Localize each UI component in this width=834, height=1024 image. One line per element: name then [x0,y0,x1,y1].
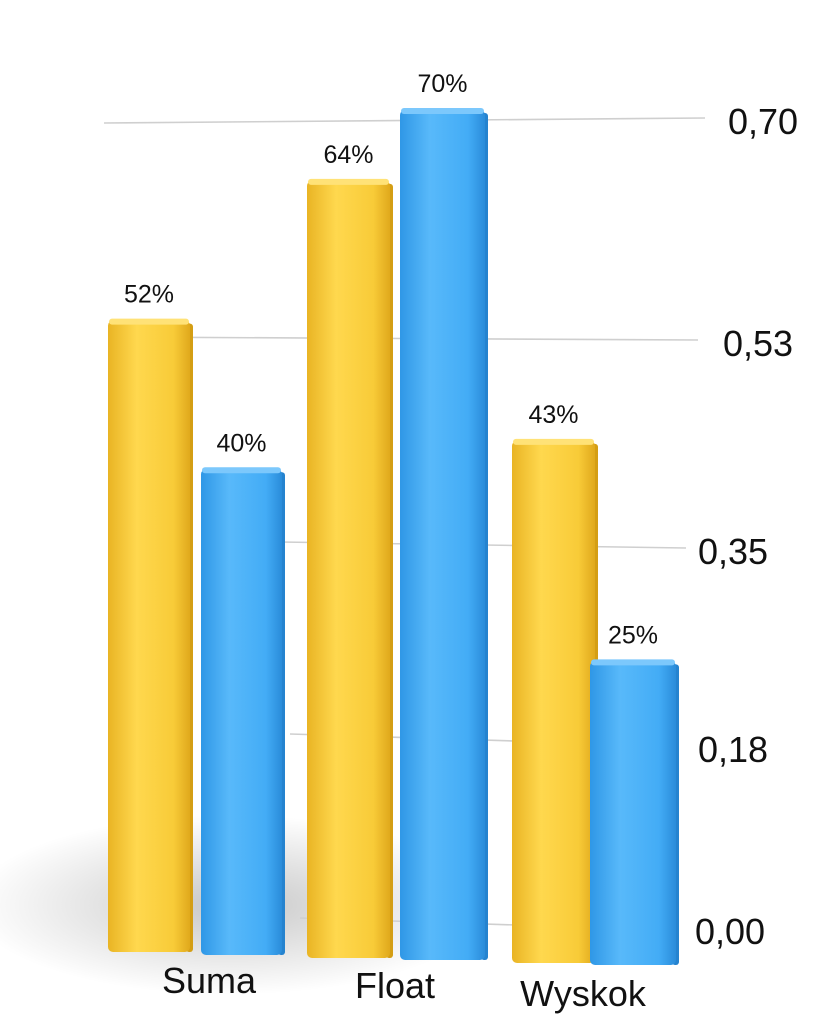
bar-face [590,661,676,965]
bar [201,467,285,955]
bar-top [513,438,594,445]
bar-top [109,318,189,325]
data-label: 64% [323,141,373,169]
category-labels: Suma Float Wyskok [162,960,647,1014]
bar-face [201,469,282,955]
bar-top [591,659,675,666]
category-label: Wyskok [520,973,647,1014]
bars [108,108,679,965]
y-tick-label: 0,70 [728,101,798,142]
bar-top [401,108,484,114]
bar-face [400,110,485,960]
category-label: Float [355,965,435,1006]
data-label: 70% [417,70,467,98]
bar-face [307,180,390,958]
bar-face [108,320,190,953]
bar [512,438,598,963]
category-label: Suma [162,960,257,1001]
y-tick-label: 0,35 [698,531,768,572]
data-label: 40% [216,429,266,457]
data-label: 43% [528,401,578,429]
y-tick-label: 0,18 [698,729,768,770]
data-label: 52% [124,281,174,309]
bar-top [308,178,389,185]
bar [400,108,488,960]
y-tick-label: 0,53 [723,323,793,364]
bar-face [512,440,595,963]
y-axis-ticks: 0,00 0,18 0,35 0,53 0,70 [695,101,798,952]
y-tick-label: 0,00 [695,911,765,952]
data-labels: 52% 40% 64% 70% 43% 25% [124,70,658,649]
bar [590,659,679,965]
data-label: 25% [608,621,658,649]
bar [307,178,393,958]
bar [108,318,193,953]
bar-top [202,467,281,474]
